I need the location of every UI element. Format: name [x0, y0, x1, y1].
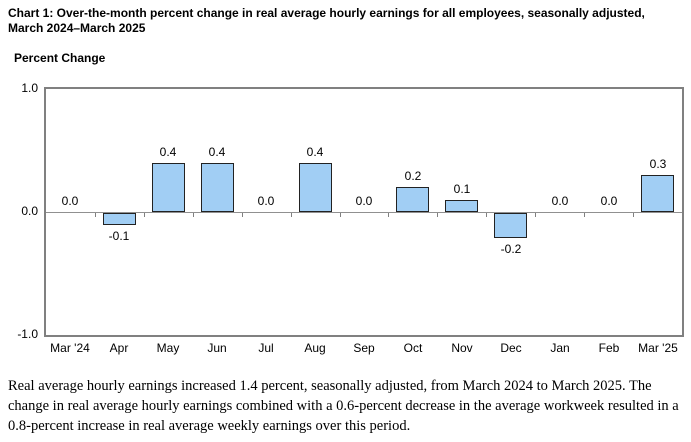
- axis-tick: [584, 213, 585, 217]
- bar-value-label: 0.4: [159, 145, 177, 159]
- axis-tick: [291, 213, 292, 217]
- bar-value-label: 0.0: [61, 194, 79, 208]
- x-axis-label: Dec: [500, 341, 522, 355]
- x-axis-label: Mar '25: [638, 341, 678, 355]
- bar-oct: [396, 187, 429, 212]
- axis-tick: [633, 213, 634, 217]
- axis-tick: [193, 213, 194, 217]
- bar-value-label: 0.0: [600, 194, 618, 208]
- bar-value-label: -0.1: [108, 229, 130, 243]
- x-axis-label: Nov: [451, 341, 473, 355]
- x-axis-label: Jul: [258, 341, 274, 355]
- bar-mar25: [641, 175, 674, 212]
- bar-nov: [445, 200, 478, 212]
- chart-title: Chart 1: Over-the-month percent change i…: [8, 6, 645, 35]
- zero-gridline: [46, 212, 682, 213]
- x-axis-label: Mar '24: [50, 341, 90, 355]
- axis-tick: [144, 213, 145, 217]
- x-axis-label: Oct: [403, 341, 423, 355]
- x-axis-label: May: [156, 341, 180, 355]
- summary-paragraph: Real average hourly earnings increased 1…: [8, 378, 679, 434]
- bar-value-label: 0.2: [404, 169, 422, 183]
- bar-value-label: 0.4: [208, 145, 226, 159]
- bar-value-label: -0.2: [500, 242, 522, 256]
- axis-tick: [242, 213, 243, 217]
- y-axis-label: 1.0: [21, 81, 38, 95]
- bar-apr: [103, 213, 136, 225]
- axis-tick: [437, 213, 438, 217]
- y-axis-label: 0.0: [21, 204, 38, 218]
- bar-value-label: 0.1: [453, 182, 471, 196]
- bar-jun: [201, 163, 234, 212]
- x-axis-label: Aug: [304, 341, 326, 355]
- bar-value-label: 0.0: [355, 194, 373, 208]
- axis-tick: [535, 213, 536, 217]
- x-axis-label: Jun: [207, 341, 227, 355]
- axis-tick: [95, 213, 96, 217]
- bar-value-label: 0.4: [306, 145, 324, 159]
- axis-tick: [388, 213, 389, 217]
- y-axis-title: Percent Change: [14, 51, 106, 65]
- bar-value-label: 0.0: [257, 194, 275, 208]
- bar-value-label: 0.0: [551, 194, 569, 208]
- y-axis-label: -1.0: [17, 327, 38, 341]
- axis-tick: [340, 213, 341, 217]
- axis-tick: [486, 213, 487, 217]
- x-axis-label: Jan: [550, 341, 570, 355]
- x-axis-label: Feb: [598, 341, 620, 355]
- x-axis-label: Sep: [353, 341, 375, 355]
- bar-aug: [299, 163, 332, 212]
- x-axis-label: Apr: [109, 341, 129, 355]
- bar-value-label: 0.3: [649, 157, 667, 171]
- plot-area: 0.0 -0.1 0.4 0.4 0.0 0.4 0.0 0.2 0.1 -0.2 0.0 0.0 0.…: [44, 87, 684, 337]
- bar-may: [152, 163, 185, 212]
- bar-dec: [494, 213, 527, 238]
